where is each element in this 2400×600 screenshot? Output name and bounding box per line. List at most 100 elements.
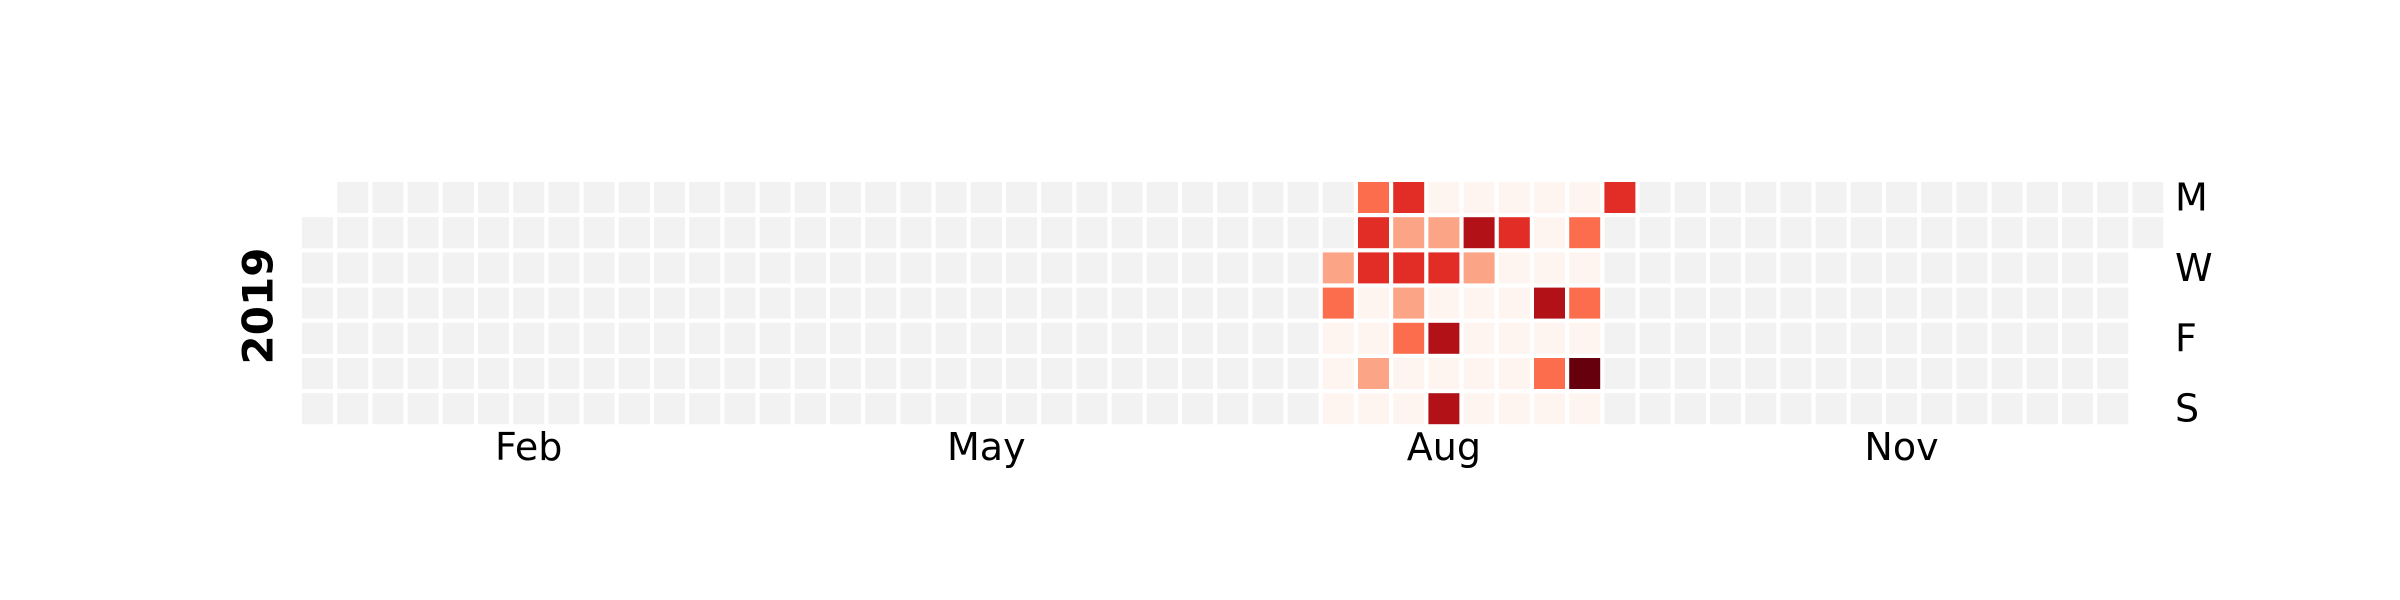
heatmap-cell	[830, 217, 861, 249]
heatmap-cell	[1146, 322, 1178, 354]
y-tick-label: W	[2175, 246, 2213, 290]
heatmap-cell	[1252, 182, 1284, 213]
heatmap-cell	[1146, 358, 1178, 389]
heatmap-cell	[302, 322, 333, 354]
heatmap-cell	[442, 217, 474, 249]
heatmap-cell	[724, 252, 756, 284]
heatmap-cell	[830, 393, 861, 425]
heatmap-cell	[654, 287, 685, 319]
heatmap-cell	[2026, 182, 2058, 213]
heatmap-cell	[1287, 393, 1319, 425]
heatmap-cell	[794, 217, 826, 249]
heatmap-cell	[618, 287, 650, 319]
heatmap-cell	[548, 217, 580, 249]
heatmap-cell	[1956, 182, 1988, 213]
heatmap-cell	[618, 393, 650, 425]
heatmap-cell	[1006, 252, 1037, 284]
heatmap-cell	[689, 182, 721, 213]
heatmap-cell-active	[1393, 217, 1425, 249]
heatmap-cell	[759, 287, 791, 319]
heatmap-cell	[1956, 358, 1988, 389]
heatmap-cell	[1076, 358, 1108, 389]
heatmap-cell	[442, 252, 474, 284]
heatmap-cell	[2062, 287, 2093, 319]
heatmap-cell-active	[1428, 217, 1460, 249]
heatmap-cell-active	[1463, 322, 1495, 354]
heatmap-cell	[1111, 182, 1143, 213]
x-tick-label: May	[947, 425, 1026, 469]
heatmap-cell	[372, 287, 404, 319]
heatmap-cell	[1745, 182, 1777, 213]
heatmap-cell	[1991, 182, 2023, 213]
heatmap-cell	[583, 322, 615, 354]
year-label: 2019	[234, 248, 283, 365]
heatmap-cell	[618, 217, 650, 249]
heatmap-cell-active	[1322, 252, 1354, 284]
heatmap-cell	[1921, 322, 1953, 354]
heatmap-cell	[1041, 182, 1073, 213]
heatmap-cell	[2097, 393, 2129, 425]
heatmap-cell	[337, 393, 369, 425]
heatmap-cell	[1182, 358, 1213, 389]
heatmap-cell	[935, 322, 967, 354]
heatmap-cell	[1815, 252, 1847, 284]
heatmap-cell	[1956, 287, 1988, 319]
heatmap-cell	[970, 217, 1002, 249]
heatmap-cell	[794, 322, 826, 354]
heatmap-cell	[1041, 287, 1073, 319]
heatmap-cell	[1146, 287, 1178, 319]
heatmap-cell	[1956, 322, 1988, 354]
heatmap-cell	[1252, 217, 1284, 249]
heatmap-cell	[1921, 287, 1953, 319]
heatmap-cell	[442, 393, 474, 425]
heatmap-cell	[2026, 322, 2058, 354]
heatmap-cell	[337, 252, 369, 284]
heatmap-cell	[1886, 358, 1917, 389]
heatmap-cell	[548, 322, 580, 354]
heatmap-cell-active	[1393, 358, 1425, 389]
heatmap-cell	[654, 182, 685, 213]
heatmap-cell	[1217, 287, 1249, 319]
heatmap-cell	[689, 217, 721, 249]
heatmap-cell	[1674, 358, 1706, 389]
heatmap-cell	[1041, 358, 1073, 389]
heatmap-cell	[2097, 287, 2129, 319]
heatmap-cell	[1111, 287, 1143, 319]
heatmap-cell	[1850, 322, 1882, 354]
heatmap-cell	[1850, 393, 1882, 425]
heatmap-cell	[1604, 252, 1636, 284]
heatmap-cell	[724, 217, 756, 249]
heatmap-cell-active	[1534, 358, 1565, 389]
heatmap-cell-active	[1463, 287, 1495, 319]
heatmap-cell	[1252, 287, 1284, 319]
heatmap-cell	[935, 182, 967, 213]
heatmap-cell	[1956, 393, 1988, 425]
heatmap-cell	[1674, 252, 1706, 284]
heatmap-cell	[1076, 182, 1108, 213]
heatmap-cell	[1886, 322, 1917, 354]
heatmap-cell	[724, 287, 756, 319]
heatmap-cell	[935, 252, 967, 284]
heatmap-cell	[337, 322, 369, 354]
heatmap-cell	[1111, 322, 1143, 354]
heatmap-cell	[1111, 358, 1143, 389]
heatmap-cell	[583, 182, 615, 213]
heatmap-cell	[1886, 393, 1917, 425]
heatmap-cell-active	[1358, 358, 1389, 389]
heatmap-cell-active	[1569, 252, 1601, 284]
heatmap-cell	[689, 287, 721, 319]
heatmap-cell	[1991, 217, 2023, 249]
heatmap-cell	[900, 182, 932, 213]
heatmap-cell	[1639, 358, 1671, 389]
heatmap-cell	[865, 252, 897, 284]
heatmap-cell	[513, 358, 545, 389]
heatmap-cell-active	[1322, 393, 1354, 425]
heatmap-cell-active	[1393, 287, 1425, 319]
heatmap-cell	[724, 393, 756, 425]
heatmap-cell	[1991, 252, 2023, 284]
heatmap-cell-active	[1604, 182, 1636, 213]
heatmap-cell-active	[1534, 217, 1565, 249]
heatmap-cell	[1991, 322, 2023, 354]
heatmap-cell-active	[1393, 322, 1425, 354]
